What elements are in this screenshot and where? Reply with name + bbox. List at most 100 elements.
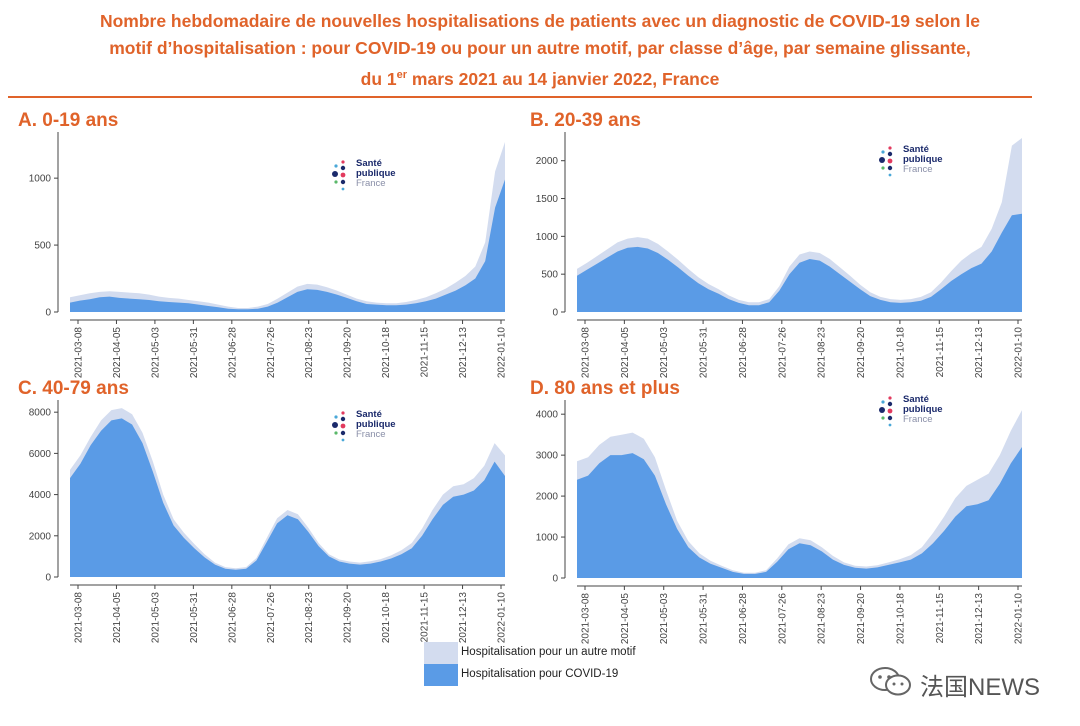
panel-a-x-tick-label: 2022-01-10 xyxy=(497,327,508,379)
panel-b-x-tick-label: 2021-11-15 xyxy=(935,327,946,378)
panel-c-chart: 0 2000 4000 6000 8000 2021-03-08 2021-04-05 202… xyxy=(29,400,508,644)
panel-d-x-tick-label: 2021-09-20 xyxy=(856,593,867,645)
panel-b-x-tick-label: 2021-03-08 xyxy=(581,327,592,379)
legend-label-other: Hospitalisation pour un autre motif xyxy=(461,646,636,658)
panel-b-x-tick-label: 2021-10-18 xyxy=(895,327,906,379)
panel-a-x-tick-label: 2021-04-05 xyxy=(112,327,123,379)
panel-b-x-tick-label: 2021-12-13 xyxy=(974,327,985,379)
logo-line-2: publique xyxy=(356,168,396,179)
panel-c-title: C. 40-79 ans xyxy=(18,378,129,399)
sante-publique-logo: Santé publique France xyxy=(332,157,412,197)
panel-d-x-tick-label: 2021-05-31 xyxy=(699,593,710,645)
logo-line-1: Santé xyxy=(356,409,382,420)
panel-c-x-tick-label: 2021-05-03 xyxy=(150,592,161,644)
page-title: Nombre hebdomadaire de nouvelles hospita… xyxy=(0,8,1080,93)
panel-b-x-tick-label: 2021-06-28 xyxy=(738,327,749,379)
panel-d-x-tick-label: 2021-05-03 xyxy=(659,593,670,645)
panel-c-y-tick-label: 4000 xyxy=(29,490,52,501)
panel-d: D. 80 ans et plus 0 1000 2000 3000 4000 2021-… xyxy=(512,378,1052,648)
panel-b-x-tick-label: 2021-05-03 xyxy=(659,327,670,379)
panel-c-x-tick-label: 2021-05-31 xyxy=(189,592,200,644)
panel-a-x-tick-label: 2021-03-08 xyxy=(74,327,85,379)
legend-label-covid: Hospitalisation pour COVID-19 xyxy=(461,668,619,680)
panel-a-chart: 0 500 1000 2021-03-08 2021-04-05 2021-05-03 20… xyxy=(29,132,508,379)
logo-line-1: Santé xyxy=(903,144,929,155)
panel-a-x-tick-label: 2021-05-03 xyxy=(150,327,161,379)
panel-c-x-tick-label: 2021-10-18 xyxy=(381,592,392,644)
panel-a-y-tick-label: 500 xyxy=(34,241,51,252)
logo-line-2: publique xyxy=(903,154,943,165)
panel-c-x-tick-label: 2021-12-13 xyxy=(458,592,469,644)
panel-c-x-tick-label: 2021-04-05 xyxy=(112,592,123,644)
panel-c-x-tick-label: 2021-07-26 xyxy=(266,592,277,644)
panel-b-x-tick-label: 2021-07-26 xyxy=(777,327,788,379)
panel-b-title: B. 20-39 ans xyxy=(530,110,641,131)
panel-b-x-tick-label: 2021-08-23 xyxy=(817,327,828,379)
panel-a-x-tick-label: 2021-07-26 xyxy=(266,327,277,379)
panel-d-x-tick-label: 2021-12-13 xyxy=(974,593,985,645)
panel-d-y-tick-label: 2000 xyxy=(536,492,559,503)
panel-d-x-tick-label: 2021-10-18 xyxy=(895,593,906,645)
logo-line-1: Santé xyxy=(903,394,929,405)
panel-d-chart: 0 1000 2000 3000 4000 2021-03-08 2021-04-05 202… xyxy=(536,400,1025,645)
panel-c-y-tick-label: 2000 xyxy=(29,531,52,542)
panel-d-x-tick-label: 2021-11-15 xyxy=(935,593,946,644)
logo-line-1: Santé xyxy=(356,158,382,169)
panel-c-y-tick-label: 8000 xyxy=(29,408,52,419)
panel-c-x-tick-label: 2022-01-10 xyxy=(497,592,508,644)
logo-line-3: France xyxy=(903,164,933,175)
panel-b-covid-area xyxy=(577,213,1022,312)
panel-c: C. 40-79 ans 0 2000 4000 6000 8000 2021-03-08… xyxy=(0,378,540,648)
panel-d-title: D. 80 ans et plus xyxy=(530,378,680,399)
logo-dots-icon xyxy=(332,160,346,191)
logo-dots-icon xyxy=(332,411,346,442)
panel-c-covid-area xyxy=(70,418,505,577)
panel-d-x-tick-label: 2021-07-26 xyxy=(777,593,788,645)
panel-c-x-tick-label: 2021-09-20 xyxy=(343,592,354,644)
logo-line-2: publique xyxy=(356,419,396,430)
logo-line-3: France xyxy=(356,178,386,189)
sante-publique-logo: Santé publique France xyxy=(332,408,412,448)
panel-b-x-tick-label: 2021-05-31 xyxy=(699,327,710,379)
panel-d-y-tick-label: 3000 xyxy=(536,451,559,462)
panel-c-x-tick-label: 2021-08-23 xyxy=(304,592,315,644)
logo-dots-icon xyxy=(879,396,893,427)
panel-a-x-tick-label: 2021-09-20 xyxy=(343,327,354,379)
panel-d-x-tick-label: 2021-06-28 xyxy=(738,593,749,645)
panel-a-title: A. 0-19 ans xyxy=(18,110,119,131)
panel-b-y-tick-label: 0 xyxy=(552,308,558,319)
panel-a-other-motive-area xyxy=(70,142,505,312)
panel-d-x-tick-label: 2021-03-08 xyxy=(581,593,592,645)
panel-d-y-tick-label: 1000 xyxy=(536,533,559,544)
panel-b-x-tick-label: 2022-01-10 xyxy=(1014,327,1025,379)
panel-d-x-tick-label: 2022-01-10 xyxy=(1014,593,1025,645)
panel-a-x-tick-label: 2021-05-31 xyxy=(189,327,200,379)
panel-d-covid-area xyxy=(577,447,1022,578)
panel-a-x-tick-label: 2021-08-23 xyxy=(304,327,315,379)
panel-b-y-tick-label: 500 xyxy=(541,270,558,281)
title-line-2: motif d’hospitalisation : pour COVID-19 … xyxy=(109,38,971,58)
panel-b-chart: 0 500 1000 1500 2000 2021-03-08 2021-04-05 2021… xyxy=(536,132,1025,379)
logo-line-3: France xyxy=(356,429,386,440)
title-line-3-post: mars 2021 au 14 janvier 2022, France xyxy=(407,68,720,89)
panel-c-x-tick-label: 2021-11-15 xyxy=(420,592,431,643)
wechat-icon xyxy=(870,667,911,696)
logo-dots-icon xyxy=(879,146,893,177)
title-line-1: Nombre hebdomadaire de nouvelles hospita… xyxy=(99,11,981,31)
panel-c-x-tick-label: 2021-03-08 xyxy=(74,592,85,644)
panel-a-x-tick-label: 2021-11-15 xyxy=(420,327,431,378)
legend-swatch-other xyxy=(424,642,458,664)
logo-line-2: publique xyxy=(903,404,943,415)
panel-d-y-tick-label: 0 xyxy=(552,574,558,585)
panel-d-x-tick-label: 2021-04-05 xyxy=(620,593,631,645)
panel-b-x-tick-label: 2021-09-20 xyxy=(856,327,867,379)
panel-a-x-tick-label: 2021-06-28 xyxy=(227,327,238,379)
panel-b: B. 20-39 ans 0 500 1000 1500 2000 2021-03-08 2… xyxy=(512,110,1052,380)
legend-swatch-covid xyxy=(424,664,458,686)
panel-b-y-tick-label: 1500 xyxy=(536,194,559,205)
logo-line-3: France xyxy=(903,414,933,425)
watermark-text: 法国NEWS xyxy=(920,674,1040,701)
panel-a-y-tick-label: 0 xyxy=(45,308,51,319)
panel-b-y-tick-label: 1000 xyxy=(536,232,559,243)
panel-b-x-tick-label: 2021-04-05 xyxy=(620,327,631,379)
